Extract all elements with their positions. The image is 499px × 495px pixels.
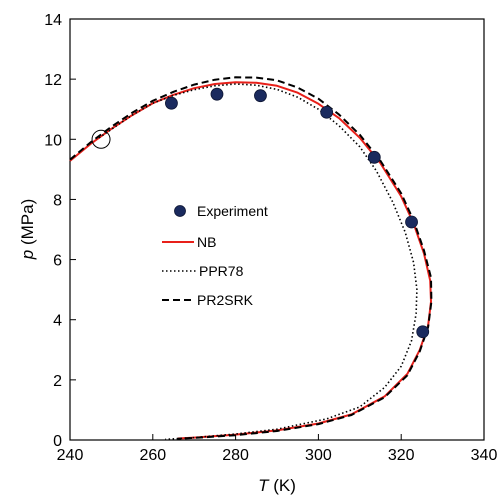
y-tick-label: 12 <box>44 72 62 89</box>
x-tick-label: 240 <box>57 447 84 464</box>
experiment-point <box>254 89 267 103</box>
y-axis-title: p (MPa) <box>18 199 37 260</box>
x-axis-var: T <box>258 476 270 495</box>
x-tick-label: 300 <box>305 447 332 464</box>
series-line-ppr78 <box>98 83 418 441</box>
legend-experiment-label: Experiment <box>197 203 268 219</box>
y-tick-label: 2 <box>53 373 62 390</box>
open-circle-annotation <box>91 129 111 149</box>
legend-pr2srk-label: PR2SRK <box>197 292 254 308</box>
x-axis-unit: (K) <box>269 476 296 495</box>
experiment-point <box>367 150 381 164</box>
y-tick-label: 4 <box>53 313 62 330</box>
annotations <box>91 129 111 149</box>
y-tick-label: 6 <box>53 253 62 270</box>
axis-tick-labels: 240 260 280 300 320 340 0 2 4 6 8 10 12 14 <box>44 12 497 464</box>
y-tick-label: 8 <box>53 192 62 209</box>
experiment-point <box>405 215 418 229</box>
y-axis-var: p <box>18 250 37 260</box>
experiment-point <box>165 96 178 110</box>
experiment-point <box>320 105 334 119</box>
x-tick-label: 340 <box>471 447 498 464</box>
plot-area <box>69 18 485 441</box>
x-axis-title: T (K) <box>258 476 296 495</box>
y-tick-label: 10 <box>44 132 62 149</box>
y-axis-unit: (MPa) <box>18 199 37 250</box>
experiment-markers <box>165 87 430 339</box>
series-line-nb <box>69 81 432 440</box>
experiment-point <box>416 325 430 339</box>
legend-experiment-marker <box>174 205 186 217</box>
x-tick-label: 260 <box>139 447 166 464</box>
series-line-pr2srk <box>69 76 433 440</box>
series-lines <box>69 76 433 441</box>
legend-nb-label: NB <box>197 234 216 250</box>
experiment-point <box>210 87 224 101</box>
y-tick-label: 14 <box>44 12 62 29</box>
y-tick-label: 0 <box>53 433 62 450</box>
x-tick-label: 280 <box>222 447 249 464</box>
x-tick-label: 320 <box>388 447 415 464</box>
legend-ppr78-label: PPR78 <box>199 263 244 279</box>
axis-ticks <box>69 18 485 441</box>
legend: Experiment NB PPR78 PR2SRK <box>162 203 268 308</box>
